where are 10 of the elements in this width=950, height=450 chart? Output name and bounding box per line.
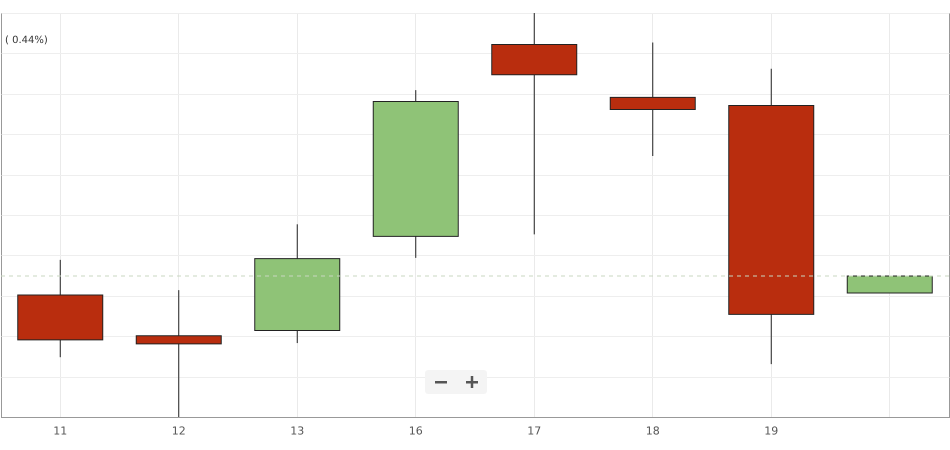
- x-tick-label: 19: [764, 424, 778, 438]
- annotation: ( 0.44%): [5, 35, 48, 46]
- x-tick-label: 16: [408, 424, 423, 438]
- x-tick-label: 11: [53, 424, 68, 438]
- x-tick-label: 12: [172, 424, 186, 438]
- x-tick-label: 18: [646, 424, 660, 438]
- candlestick: [136, 290, 222, 418]
- x-tick-label: 13: [290, 424, 304, 438]
- x-tick-label: 17: [527, 424, 542, 438]
- candlestick: [610, 42, 696, 157]
